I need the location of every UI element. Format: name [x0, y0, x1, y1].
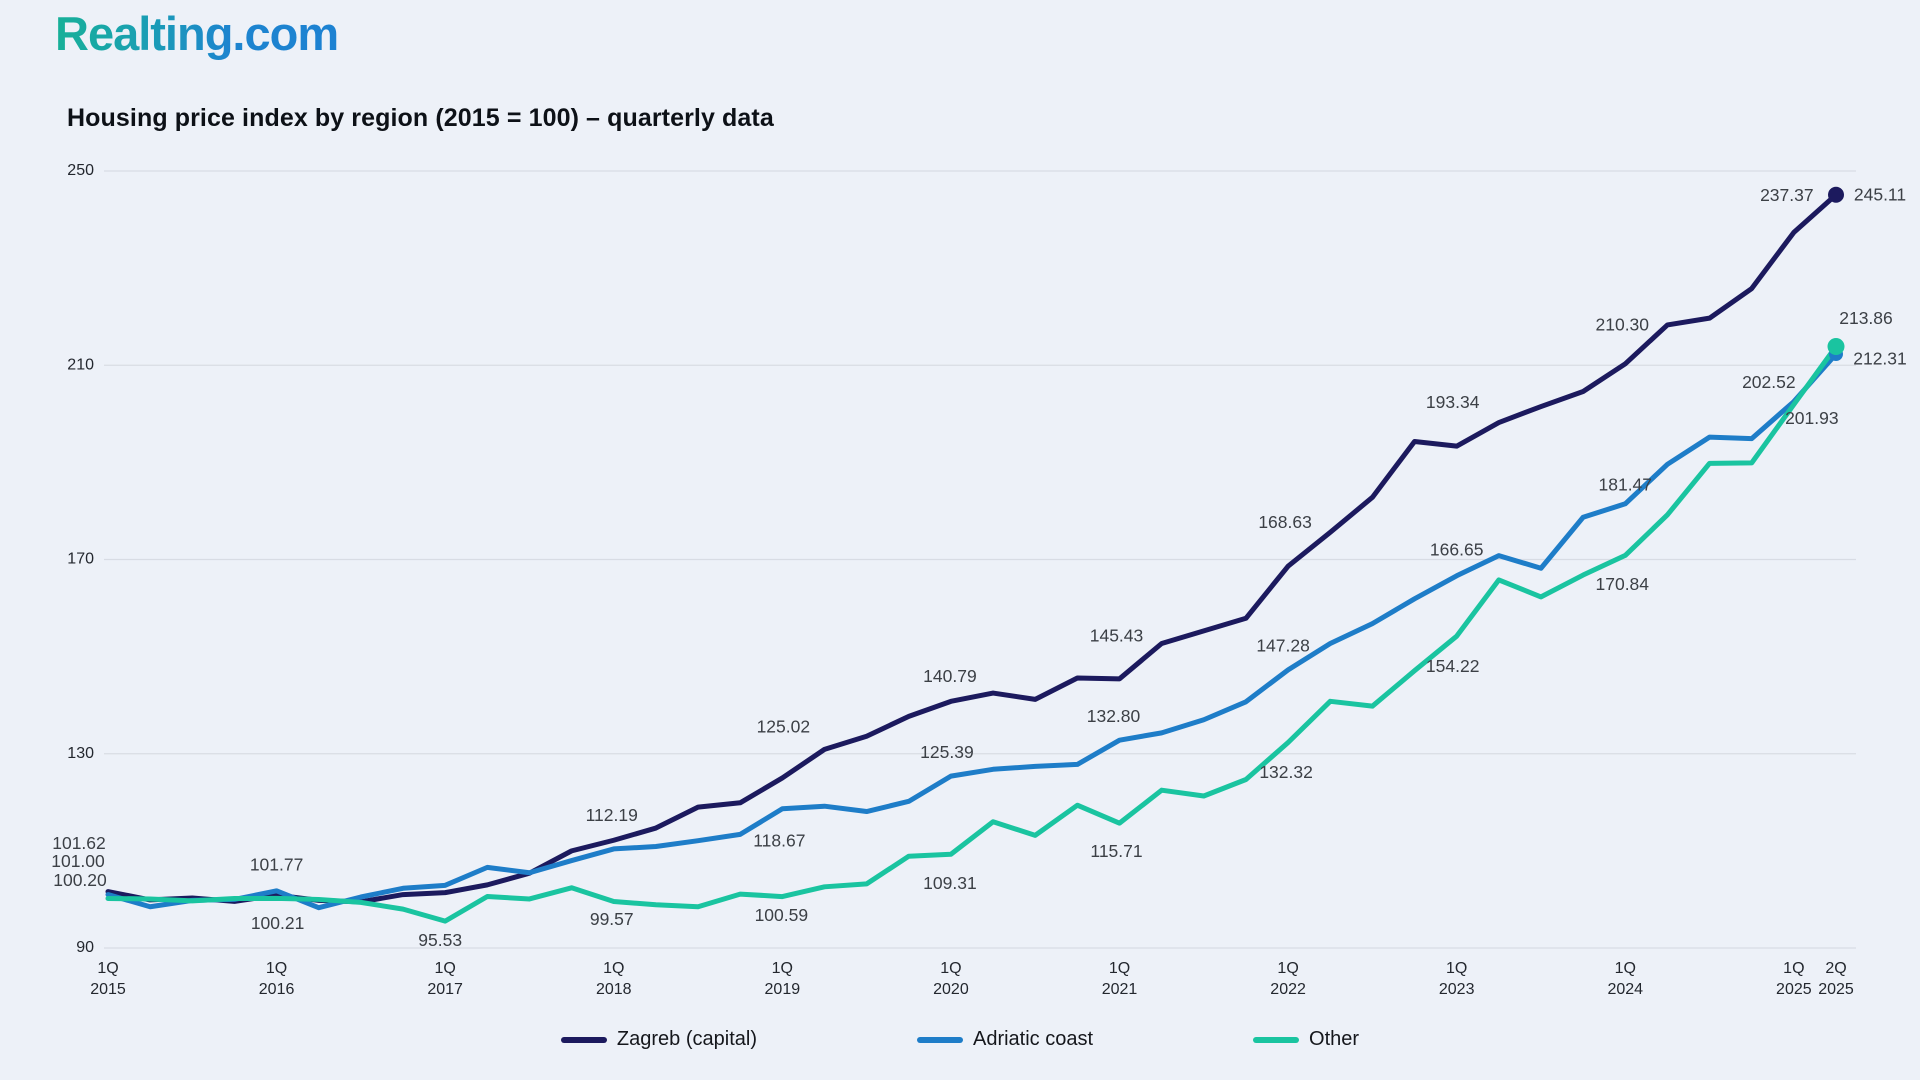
x-tick-label-1Q-2022: 1Q 2022: [1270, 960, 1306, 998]
x-tick-label-1Q-2015: 1Q 2015: [90, 960, 126, 998]
data-label-154.22: 154.22: [1426, 656, 1480, 676]
data-label-112.19: 112.19: [586, 805, 638, 825]
legend-label-zagreb: Zagreb (capital): [616, 1028, 757, 1050]
legend-item-adriatic: Adriatic coast: [916, 1028, 1094, 1051]
x-tick-label-1Q-2023: 1Q 2023: [1439, 960, 1475, 998]
data-label-132.32: 132.32: [1259, 762, 1313, 782]
data-label-202.52: 202.52: [1742, 372, 1796, 392]
data-label-99.57: 99.57: [590, 909, 634, 929]
data-label-140.79: 140.79: [923, 666, 977, 686]
data-label-118.67: 118.67: [753, 830, 805, 850]
data-label-95.53: 95.53: [418, 930, 462, 950]
y-tick-label-250: 250: [67, 162, 94, 179]
data-label-109.31: 109.31: [923, 873, 977, 893]
data-label-168.63: 168.63: [1258, 512, 1312, 532]
data-label-147.28: 147.28: [1256, 635, 1310, 655]
data-label-101.62: 101.62: [52, 833, 106, 853]
legend-swatch-other: [1253, 1036, 1300, 1043]
x-tick-label-1Q-2021: 1Q 2021: [1102, 960, 1138, 998]
series-line-adriatic-coast: [105, 351, 1839, 911]
x-tick-label-1Q-2018: 1Q 2018: [596, 960, 632, 998]
data-label-237.37: 237.37: [1760, 185, 1814, 205]
data-label-101.77: 101.77: [250, 854, 304, 874]
data-label-132.80: 132.80: [1087, 706, 1141, 726]
legend-swatch-adriatic: [916, 1036, 963, 1043]
data-label-170.84: 170.84: [1596, 574, 1650, 594]
series-line-other: [105, 344, 1839, 924]
data-label-100.20: 100.20: [53, 870, 107, 890]
series-line-zagreb-capital-: [105, 192, 1839, 905]
chart-title: Housing price index by region (2015 = 10…: [67, 104, 774, 132]
data-label-193.34: 193.34: [1426, 392, 1480, 412]
y-tick-label-210: 210: [67, 356, 94, 373]
data-label-212.31: 212.31: [1853, 349, 1907, 369]
data-label-125.39: 125.39: [920, 742, 974, 762]
data-label-213.86: 213.86: [1839, 308, 1893, 328]
legend-swatch-zagreb: [560, 1036, 607, 1043]
y-tick-label-90: 90: [76, 939, 94, 956]
y-tick-label-170: 170: [67, 551, 94, 568]
data-label-100.21: 100.21: [251, 913, 305, 933]
brand-logo: Realting.com: [55, 7, 339, 60]
x-tick-label-1Q-2016: 1Q 2016: [259, 960, 295, 998]
y-tick-label-130: 130: [67, 745, 94, 762]
data-label-101.00: 101.00: [51, 851, 105, 871]
x-tick-label-1Q-2024: 1Q 2024: [1607, 960, 1643, 998]
chart-legend: Zagreb (capital) Adriatic coast Other: [0, 1028, 1920, 1051]
x-tick-label-1Q-2017: 1Q 2017: [427, 960, 463, 998]
data-label-115.71: 115.71: [1090, 841, 1142, 861]
data-label-166.65: 166.65: [1430, 539, 1484, 559]
data-label-201.93: 201.93: [1785, 408, 1839, 428]
end-dot-other: [1827, 338, 1845, 356]
x-tick-label-1Q-2020: 1Q 2020: [933, 960, 969, 998]
legend-label-other: Other: [1309, 1028, 1360, 1050]
data-label-181.47: 181.47: [1599, 474, 1653, 494]
data-label-145.43: 145.43: [1090, 625, 1144, 645]
x-tick-label-1Q-2019: 1Q 2019: [765, 960, 801, 998]
end-dot-zagreb-capital-: [1828, 186, 1844, 203]
legend-label-adriatic: Adriatic coast: [972, 1028, 1094, 1050]
data-label-245.11: 245.11: [1854, 184, 1906, 204]
legend-item-zagreb: Zagreb (capital): [560, 1028, 757, 1051]
x-tick-label-1Q-2025: 1Q 2025: [1776, 960, 1812, 998]
data-label-100.59: 100.59: [755, 905, 809, 925]
x-tick-label-2Q-2025: 2Q 2025: [1818, 960, 1854, 998]
legend-item-other: Other: [1253, 1028, 1359, 1051]
data-label-210.30: 210.30: [1596, 314, 1650, 334]
data-label-125.02: 125.02: [757, 717, 811, 737]
